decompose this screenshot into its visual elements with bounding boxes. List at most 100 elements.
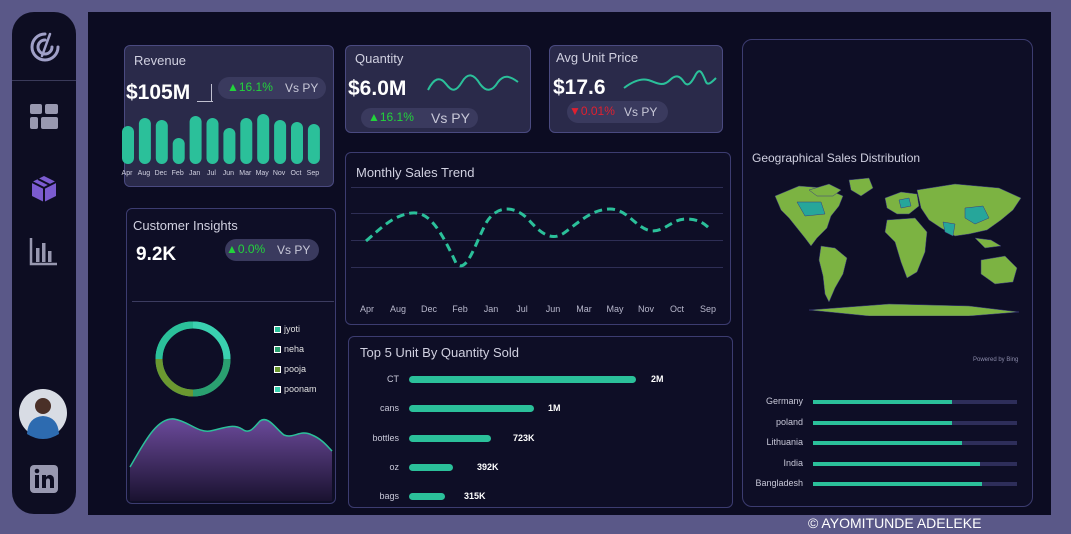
- top5-label-bags: bags: [379, 491, 399, 501]
- revenue-month-label: Jul: [207, 170, 216, 177]
- avg-unit-price-vs-label: Vs PY: [624, 105, 658, 119]
- sidebar: [12, 12, 76, 514]
- top5-value-cans: 1M: [548, 403, 561, 413]
- trend-month-label: Mar: [576, 304, 592, 314]
- trend-month-label: Sep: [699, 304, 716, 314]
- trend-month-label: Feb: [452, 304, 468, 314]
- customer-donut-chart: [155, 321, 231, 397]
- gridline: [351, 187, 723, 188]
- customer-area-chart: [129, 418, 333, 501]
- revenue-month-label: Jan: [188, 170, 201, 177]
- revenue-bar[interactable]: [172, 138, 185, 164]
- trend-month-label: Oct: [669, 304, 684, 314]
- revenue-vs-label: Vs PY: [285, 81, 319, 95]
- revenue-bar[interactable]: [189, 116, 202, 164]
- country-bar-fill[interactable]: [813, 441, 962, 445]
- revenue-bar[interactable]: [122, 126, 134, 164]
- revenue-bar[interactable]: [291, 122, 303, 164]
- revenue-month-label: Jun: [222, 170, 235, 177]
- revenue-bar[interactable]: [223, 128, 236, 164]
- gridline: [351, 267, 723, 268]
- revenue-month-label: Aug: [137, 170, 151, 177]
- avg-unit-price-card[interactable]: Avg Unit Price $17.6 ▼0.01% Vs PY: [549, 45, 723, 133]
- country-bar-fill[interactable]: [813, 461, 981, 466]
- revenue-month-label: Mar: [239, 170, 252, 177]
- legend-label: poonam: [284, 384, 317, 394]
- trend-month-label: Jul: [516, 304, 528, 314]
- revenue-month-label: Apr: [121, 170, 133, 177]
- top5-bar-oz[interactable]: [409, 464, 453, 471]
- top5-label-oz: oz: [389, 462, 399, 472]
- revenue-bar[interactable]: [155, 120, 168, 164]
- top5-value-bottles: 723K: [513, 433, 535, 443]
- logo-icon[interactable]: [28, 30, 62, 64]
- customer-insights-title: Customer Insights: [133, 218, 238, 233]
- trend-month-label: Jan: [483, 304, 499, 314]
- box-icon[interactable]: [30, 174, 58, 204]
- gridline: [351, 213, 723, 214]
- revenue-bar[interactable]: [138, 118, 151, 164]
- trend-month-label: Nov: [637, 304, 654, 314]
- revenue-cursor: [211, 84, 212, 102]
- revenue-card[interactable]: Revenue $105M ▲16.1% Vs PY Apr Aug Dec Feb J…: [122, 45, 334, 187]
- top5-label-cans: cans: [379, 403, 399, 413]
- top5-units-title: Top 5 Unit By Quantity Sold: [360, 345, 519, 360]
- avg-unit-price-change: ▼0.01%: [569, 104, 615, 118]
- top5-bar-bottles[interactable]: [409, 435, 491, 442]
- dashboard-icon[interactable]: [29, 102, 59, 132]
- country-bar-fill[interactable]: [813, 400, 952, 404]
- revenue-bar[interactable]: [240, 118, 253, 164]
- revenue-month-label: May: [255, 170, 269, 177]
- copyright-text: © AYOMITUNDE ADELEKE: [808, 515, 982, 531]
- trend-month-label: Dec: [420, 304, 437, 314]
- revenue-underline: [197, 101, 213, 102]
- monthly-sales-trend-title: Monthly Sales Trend: [356, 165, 475, 180]
- avatar[interactable]: [18, 384, 68, 442]
- quantity-change: ▲16.1%: [368, 110, 414, 124]
- geo-card[interactable]: Geographical Sales Distribution Powered …: [742, 39, 1033, 507]
- customer-insights-change: ▲0.0%: [226, 242, 266, 256]
- revenue-bar[interactable]: [307, 124, 320, 164]
- country-label: Lithuania: [766, 437, 803, 447]
- country-bar-fill[interactable]: [813, 420, 952, 425]
- monthly-sales-trend-line: [365, 207, 712, 268]
- legend-item-pooja[interactable]: pooja: [274, 364, 306, 374]
- revenue-month-label: Oct: [290, 170, 302, 177]
- country-label: Germany: [765, 396, 803, 406]
- revenue-bar[interactable]: [257, 114, 270, 164]
- world-map[interactable]: [769, 176, 1027, 316]
- bar-chart-icon[interactable]: [29, 236, 59, 266]
- quantity-vs-label: Vs PY: [431, 110, 470, 126]
- country-bar-fill[interactable]: [813, 482, 983, 486]
- customer-insights-change-pill: ▲0.0% Vs PY: [225, 239, 319, 261]
- gridline: [351, 240, 723, 241]
- top5-label-ct: CT: [387, 374, 399, 384]
- country-label: Bangladesh: [755, 478, 803, 488]
- geo-title: Geographical Sales Distribution: [752, 151, 921, 165]
- top5-units-card[interactable]: Top 5 Unit By Quantity Sold CT 2M cans 1…: [348, 336, 733, 508]
- legend-item-neha[interactable]: neha: [274, 344, 304, 354]
- quantity-title: Quantity: [355, 51, 404, 66]
- top5-bar-ct[interactable]: [409, 376, 636, 383]
- top5-bar-cans[interactable]: [409, 405, 534, 412]
- quantity-sparkline: [427, 74, 519, 91]
- customer-insights-vs-label: Vs PY: [277, 243, 311, 257]
- customer-insights-value: 9.2K: [136, 244, 177, 265]
- avg-unit-price-title: Avg Unit Price: [556, 50, 639, 65]
- trend-month-label: Aug: [389, 304, 406, 314]
- revenue-bar[interactable]: [206, 118, 219, 164]
- legend-item-jyoti[interactable]: jyoti: [274, 324, 300, 334]
- revenue-bar[interactable]: [274, 120, 287, 164]
- revenue-change-pill: ▲16.1% Vs PY: [218, 77, 326, 99]
- revenue-title: Revenue: [134, 53, 187, 68]
- linkedin-icon[interactable]: [29, 464, 59, 494]
- legend-item-poonam[interactable]: poonam: [274, 384, 317, 394]
- trend-month-label: May: [606, 304, 624, 314]
- top5-label-bottles: bottles: [372, 433, 399, 443]
- legend-label: pooja: [284, 364, 307, 374]
- top5-bar-bags[interactable]: [409, 493, 445, 500]
- trend-month-label: Apr: [359, 304, 374, 314]
- quantity-card[interactable]: Quantity $6.0M ▲16.1% Vs PY: [345, 45, 531, 133]
- monthly-sales-trend-card[interactable]: Monthly Sales Trend Apr Aug Dec Feb Jan Jul Ju…: [345, 152, 731, 325]
- customer-insights-card[interactable]: Customer Insights 9.2K ▲0.0% Vs PY jyoti…: [126, 208, 336, 504]
